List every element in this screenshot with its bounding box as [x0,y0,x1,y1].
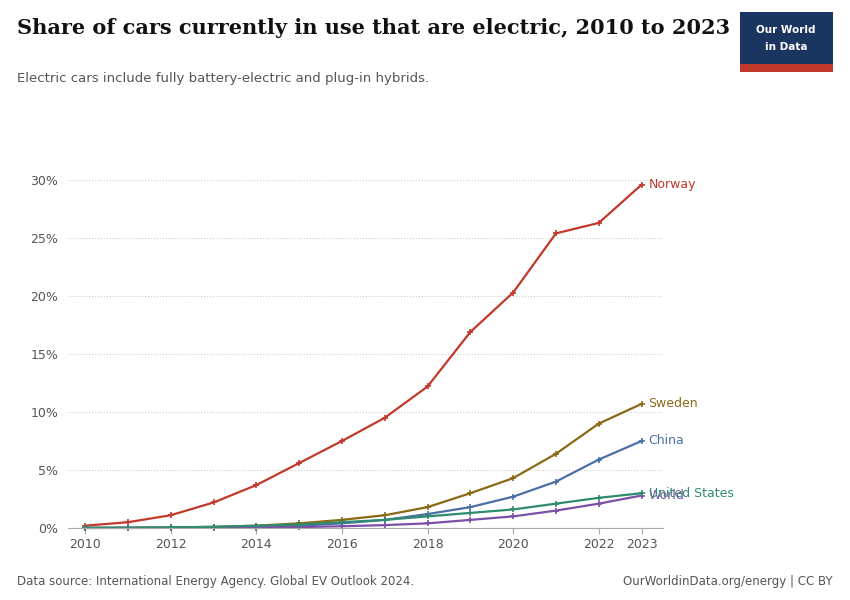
Text: in Data: in Data [765,42,808,52]
Text: Electric cars include fully battery-electric and plug-in hybrids.: Electric cars include fully battery-elec… [17,72,429,85]
Text: Data source: International Energy Agency. Global EV Outlook 2024.: Data source: International Energy Agency… [17,575,414,588]
Text: Norway: Norway [649,178,696,191]
Text: Sweden: Sweden [649,397,698,410]
Text: Share of cars currently in use that are electric, 2010 to 2023: Share of cars currently in use that are … [17,18,730,38]
Text: United States: United States [649,487,734,500]
Text: World: World [649,489,684,502]
Text: China: China [649,434,684,448]
Text: Our World: Our World [756,25,816,35]
Text: OurWorldinData.org/energy | CC BY: OurWorldinData.org/energy | CC BY [623,575,833,588]
Bar [740,64,833,72]
